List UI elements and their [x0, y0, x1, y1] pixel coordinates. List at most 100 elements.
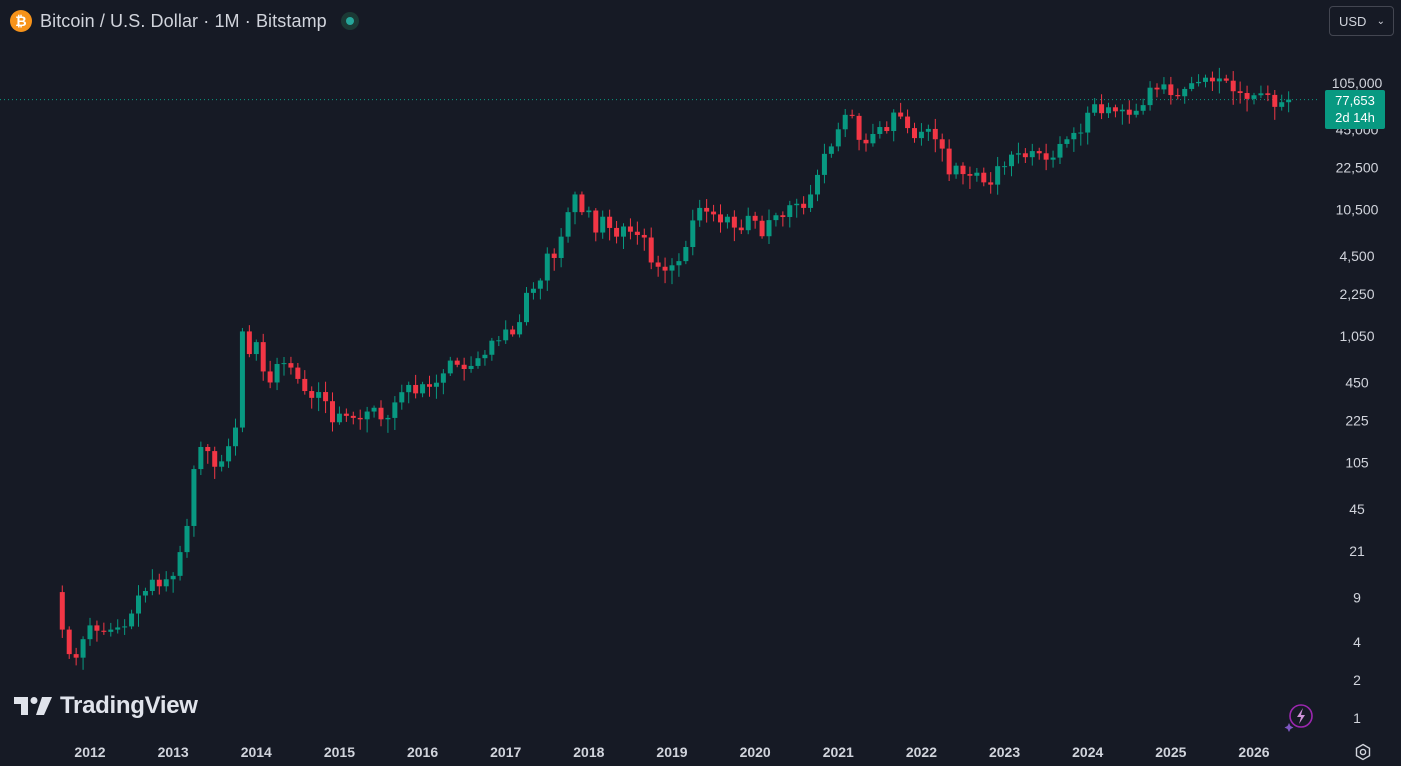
tradingview-logo[interactable]: TradingView: [14, 692, 198, 720]
candle-body: [842, 114, 848, 130]
candle-body: [503, 329, 509, 341]
candle: [129, 609, 135, 630]
candle: [939, 133, 945, 162]
candle-body: [510, 329, 516, 335]
candle: [884, 121, 890, 134]
candle-body: [759, 220, 765, 237]
y-tick-label: 9: [1353, 589, 1361, 605]
candle-body: [579, 194, 585, 213]
candle-body: [184, 525, 190, 553]
candle-body: [433, 382, 439, 387]
candle: [551, 248, 557, 271]
candle-body: [364, 411, 370, 420]
x-tick-label: 2019: [656, 744, 687, 760]
candle-body: [1050, 157, 1056, 160]
candle: [828, 143, 834, 158]
candle-body: [94, 625, 100, 631]
candle-body: [108, 629, 114, 632]
candle-body: [524, 292, 529, 323]
candle: [1036, 147, 1042, 160]
candle: [413, 374, 419, 399]
candle-body: [80, 639, 86, 658]
candle: [482, 350, 488, 366]
candle: [468, 356, 474, 373]
candle: [960, 162, 966, 185]
bar-countdown: 2d 14h: [1335, 110, 1375, 125]
candle-body: [1029, 151, 1035, 158]
x-tick-label: 2018: [573, 744, 604, 760]
candle-body: [614, 227, 620, 237]
candle-body: [967, 174, 973, 176]
candle: [1015, 142, 1021, 164]
candle-body: [1286, 99, 1292, 103]
candle: [600, 210, 606, 239]
candle-body: [1085, 112, 1091, 133]
candle-body: [835, 129, 841, 147]
candle-body: [912, 128, 917, 139]
candle: [697, 199, 703, 227]
candle-body: [718, 214, 723, 223]
symbol-title[interactable]: Bitcoin / U.S. Dollar · 1M · Bitstamp: [40, 10, 327, 31]
candle-body: [884, 127, 890, 132]
candle: [371, 405, 377, 418]
candle: [808, 184, 814, 213]
candle-body: [586, 210, 592, 213]
lightning-icon[interactable]: [1284, 703, 1314, 733]
y-tick-label: 10,500: [1336, 201, 1379, 217]
candle: [350, 411, 356, 425]
candle-body: [1161, 84, 1167, 90]
candle-body: [939, 139, 945, 149]
candle: [191, 465, 197, 537]
bitcoin-icon[interactable]: ₿: [10, 10, 32, 32]
candle: [905, 109, 911, 134]
currency-select[interactable]: USD ⌄: [1329, 6, 1394, 36]
candle-body: [219, 461, 225, 467]
candle: [184, 518, 190, 558]
candle: [648, 227, 654, 270]
candle-body: [260, 342, 266, 372]
candle: [198, 441, 204, 476]
candle: [898, 102, 904, 120]
y-tick-label: 21: [1349, 543, 1365, 559]
market-status-icon[interactable]: [340, 12, 359, 30]
candle: [731, 210, 737, 242]
candle-body: [988, 182, 994, 185]
candle: [1216, 67, 1222, 94]
candle-body: [648, 237, 654, 263]
candle-body: [129, 613, 135, 627]
candle: [1154, 83, 1160, 98]
candle-body: [489, 340, 495, 355]
candle: [1265, 85, 1271, 102]
candle-body: [1147, 87, 1153, 106]
candle: [108, 622, 114, 637]
candle-body: [226, 446, 232, 462]
candle: [1209, 71, 1215, 91]
candle-body: [163, 579, 169, 587]
candle: [794, 198, 800, 218]
candle-body: [350, 415, 356, 418]
candle-body: [392, 402, 398, 418]
candle-body: [1099, 104, 1105, 114]
candle-body: [1251, 95, 1257, 99]
candle-body: [1223, 78, 1229, 81]
candle: [122, 619, 128, 635]
candle: [420, 381, 426, 398]
candle: [912, 122, 917, 143]
candle: [1133, 103, 1139, 118]
gear-icon[interactable]: [1353, 742, 1373, 762]
y-tick-label: 450: [1345, 374, 1369, 390]
candle-body: [1126, 109, 1132, 115]
candle: [399, 384, 405, 410]
candle-body: [1112, 107, 1118, 112]
candle-body: [1175, 95, 1181, 97]
candle-body: [849, 114, 855, 116]
candle: [115, 619, 121, 634]
candle-body: [690, 220, 696, 248]
candle: [634, 221, 640, 245]
candle: [995, 156, 1001, 195]
candle: [1029, 143, 1035, 166]
candle: [967, 166, 973, 189]
candle-body: [142, 590, 148, 596]
candle: [101, 622, 107, 635]
